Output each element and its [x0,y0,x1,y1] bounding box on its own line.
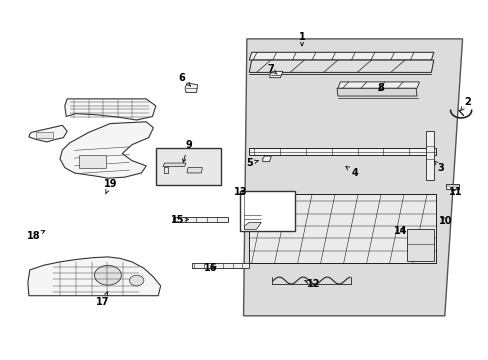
Polygon shape [425,131,433,180]
Polygon shape [60,122,153,178]
Text: 4: 4 [345,166,357,178]
Text: 5: 5 [245,158,258,168]
Text: 13: 13 [234,187,247,197]
Polygon shape [407,229,433,261]
Polygon shape [262,156,271,162]
Polygon shape [29,125,67,142]
Text: 10: 10 [438,216,451,226]
Text: 14: 14 [393,226,406,236]
Polygon shape [244,222,261,229]
Text: 12: 12 [304,279,320,289]
Polygon shape [191,263,249,268]
Text: 17: 17 [96,291,110,307]
Text: 7: 7 [267,64,276,74]
Polygon shape [243,39,462,316]
Polygon shape [249,52,433,60]
Text: 18: 18 [27,230,44,242]
Circle shape [129,275,143,286]
Polygon shape [172,217,227,222]
Polygon shape [249,60,433,72]
Bar [36,132,53,138]
Text: 19: 19 [103,179,117,194]
Text: 11: 11 [447,187,461,197]
Circle shape [94,265,121,285]
Text: 15: 15 [170,215,188,225]
Polygon shape [249,148,435,155]
Bar [156,148,220,185]
Polygon shape [445,184,458,189]
Text: 8: 8 [377,83,384,93]
Polygon shape [249,194,435,263]
Text: 3: 3 [433,161,444,173]
Text: 9: 9 [182,140,191,162]
Polygon shape [269,71,282,78]
Polygon shape [337,82,419,88]
Bar [239,190,294,231]
Polygon shape [64,99,156,120]
Text: 6: 6 [179,73,190,86]
Text: 2: 2 [460,98,470,111]
Bar [79,155,105,168]
Polygon shape [163,163,185,167]
Polygon shape [28,257,160,296]
Polygon shape [184,83,197,93]
Text: 1: 1 [298,32,305,46]
Text: 16: 16 [204,263,217,273]
Polygon shape [336,88,416,96]
Polygon shape [186,168,202,173]
